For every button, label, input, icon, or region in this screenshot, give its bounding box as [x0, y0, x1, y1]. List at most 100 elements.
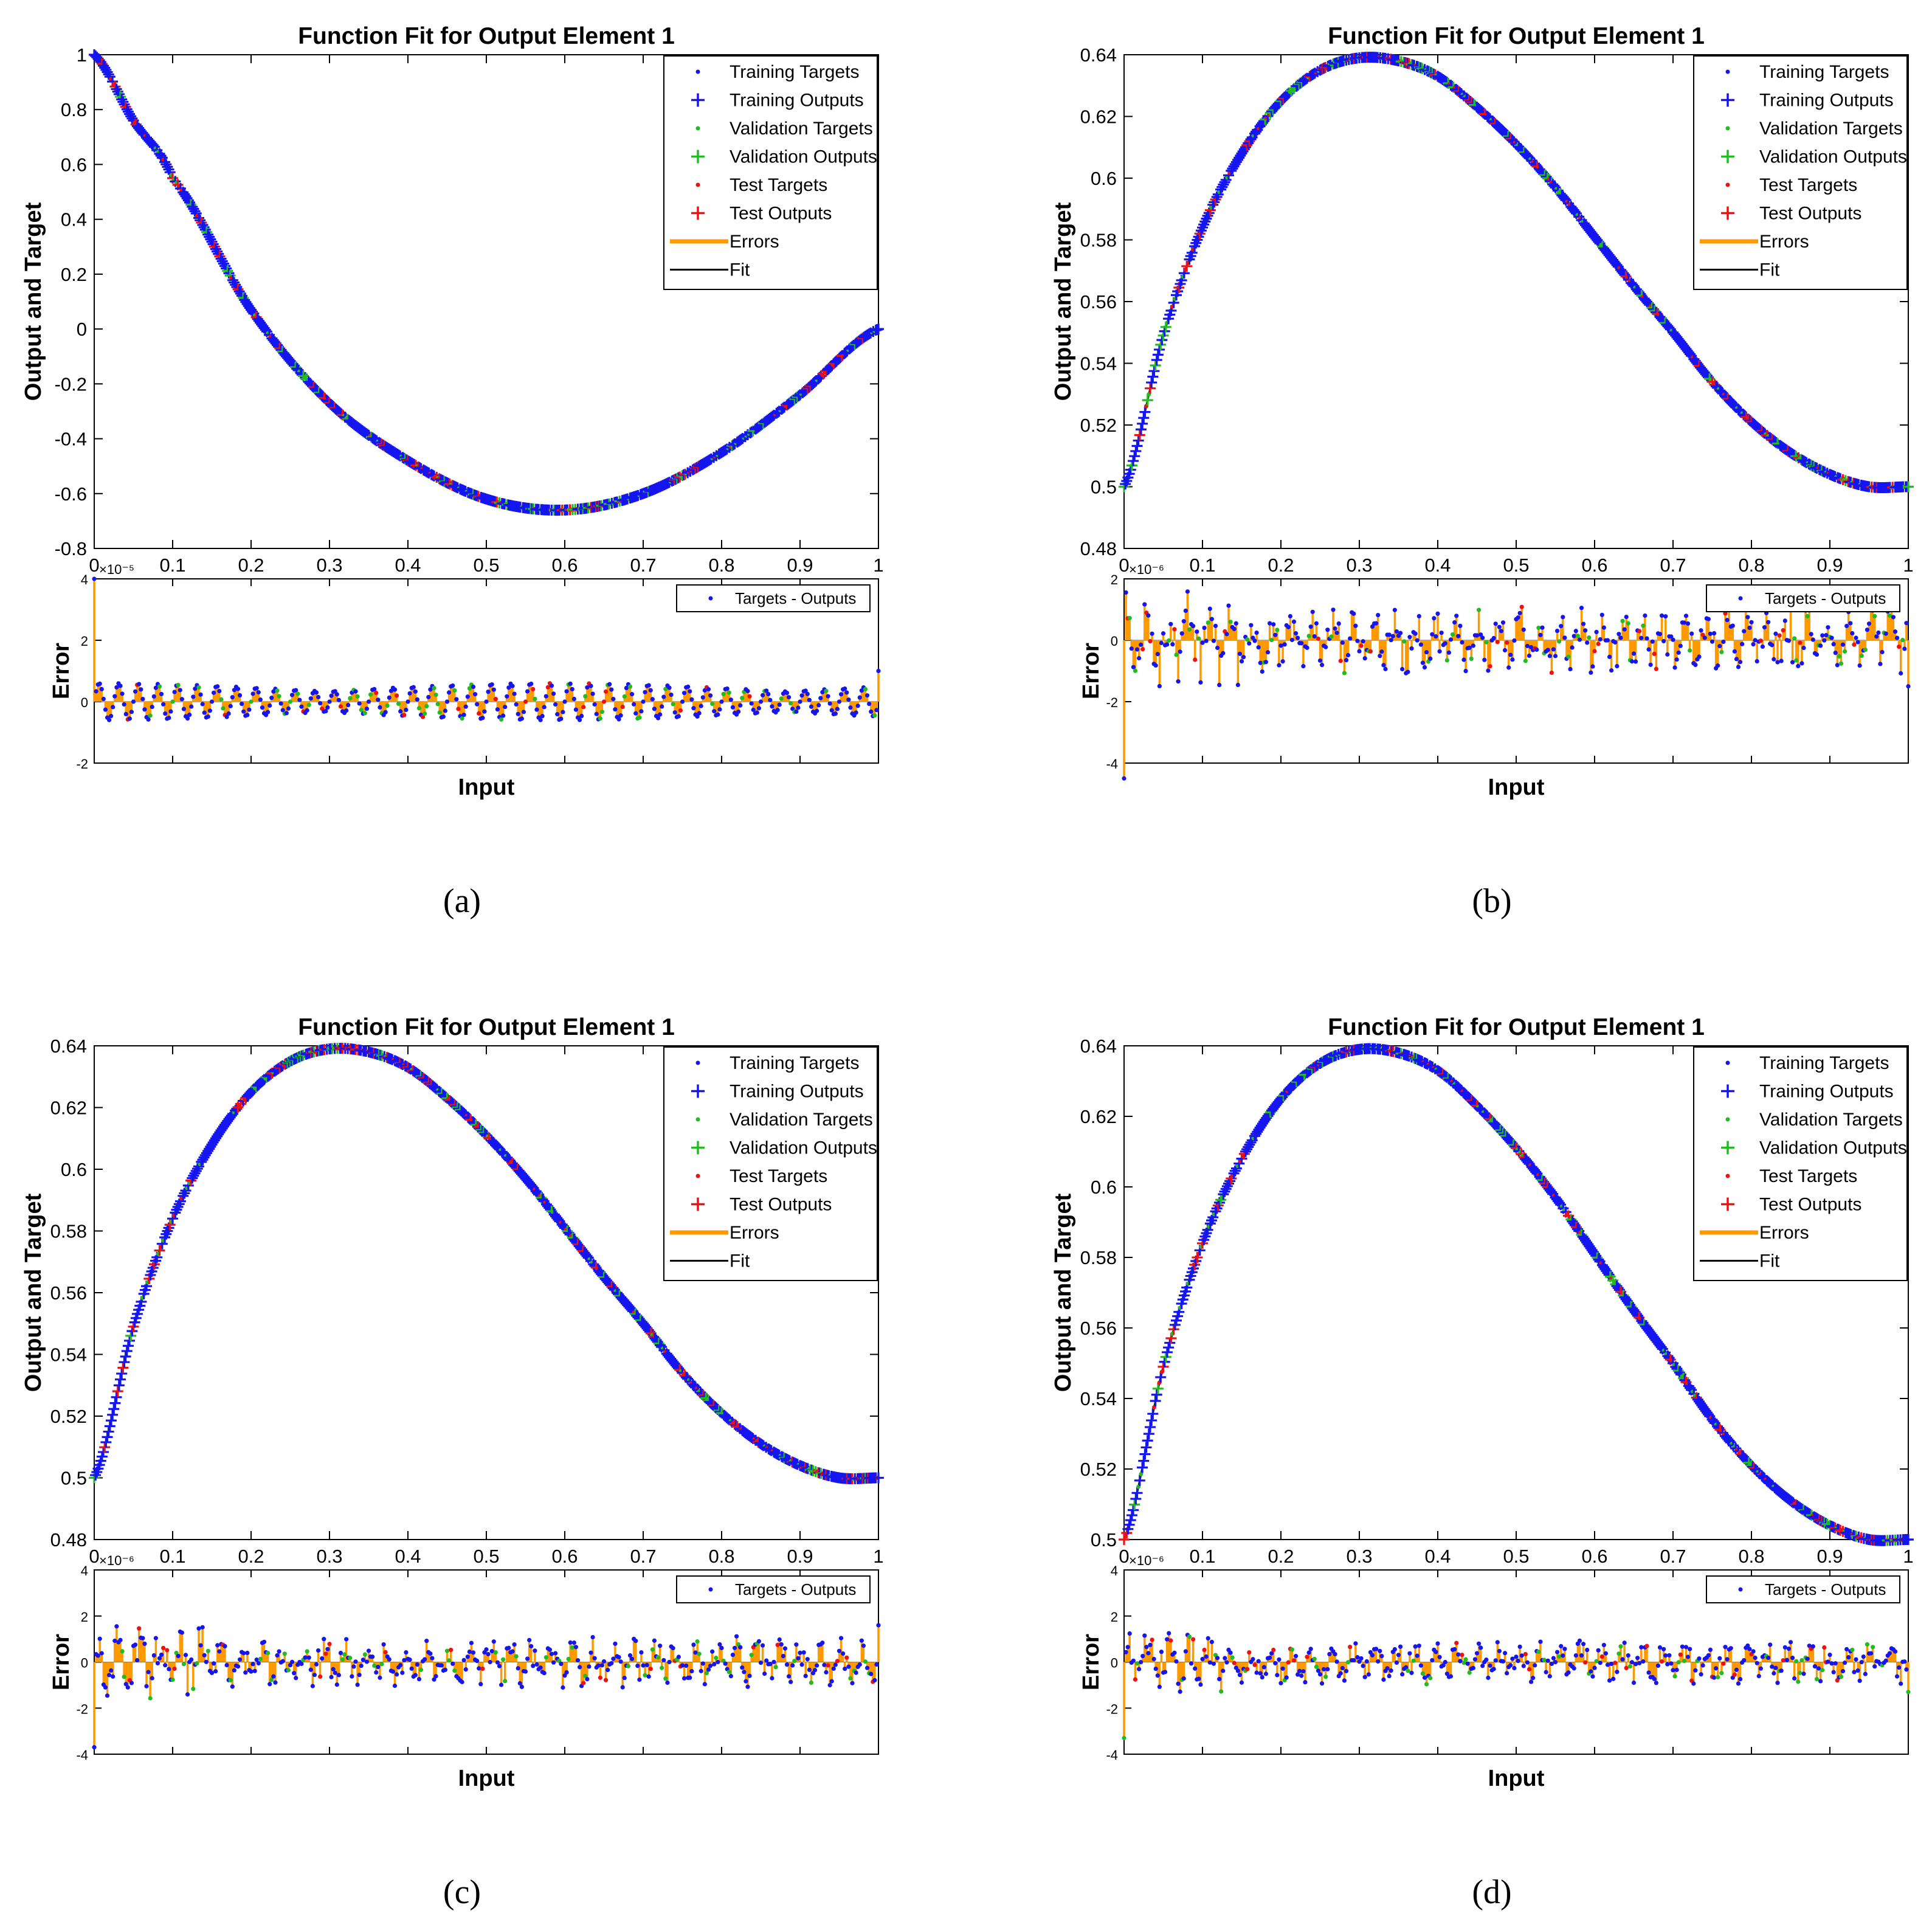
x-tick-label: 0.1 [1189, 555, 1215, 576]
error-point [1338, 659, 1343, 663]
error-point [1790, 1655, 1795, 1661]
error-point [475, 702, 480, 707]
error-point [150, 705, 154, 710]
error-point [1493, 621, 1498, 626]
error-point [1831, 641, 1836, 647]
error-point [1866, 621, 1872, 626]
error-point [493, 1650, 498, 1655]
error-point [1474, 1651, 1480, 1656]
error-point [635, 1664, 640, 1668]
error-point [273, 1680, 278, 1685]
error-point [1312, 634, 1317, 639]
error-point [329, 693, 334, 698]
error-point [376, 697, 381, 702]
error-point [790, 1663, 795, 1668]
error-point [366, 699, 371, 704]
training-output-point [833, 353, 845, 364]
error-point [1592, 1665, 1597, 1670]
error-point [1239, 659, 1244, 664]
error-point [523, 1669, 528, 1674]
training-output-point [1137, 418, 1148, 429]
error-point [585, 1676, 590, 1682]
error-point [1219, 1689, 1224, 1694]
error-point [1131, 1658, 1136, 1663]
validation-output-point [1142, 395, 1153, 406]
error-point [1637, 1661, 1642, 1665]
error-point [1127, 1631, 1132, 1636]
error-point [1661, 638, 1666, 644]
error-point [157, 684, 162, 689]
error-point [533, 696, 537, 702]
error-point [383, 710, 388, 714]
error-point [686, 684, 691, 690]
training-output-point [839, 348, 850, 359]
error-point [327, 1642, 332, 1647]
error-point [299, 704, 304, 709]
error-y-tick-label: -2 [76, 756, 88, 772]
error-point [217, 1649, 222, 1654]
error-point [235, 1664, 241, 1669]
error-point [467, 686, 472, 691]
error-point [1512, 1665, 1517, 1671]
error-point [1277, 1657, 1282, 1662]
error-point [207, 708, 213, 713]
error-point [1902, 646, 1907, 651]
error-point [1579, 606, 1584, 610]
error-point [1299, 641, 1304, 646]
error-point [122, 1675, 126, 1679]
error-point [1688, 648, 1692, 653]
training-output-point [1151, 1389, 1162, 1400]
error-point [1165, 642, 1170, 647]
legend-test-outputs-label: Test Outputs [1759, 204, 1861, 224]
error-point [378, 1675, 382, 1680]
error-point [226, 711, 231, 716]
error-point [794, 709, 799, 714]
error-point [646, 683, 651, 688]
error-point [1385, 1666, 1390, 1671]
training-output-point [112, 86, 123, 97]
error-point [1801, 645, 1806, 651]
error-point [1198, 680, 1203, 685]
error-point [1433, 1650, 1438, 1654]
error-point [575, 1658, 581, 1663]
training-output-point [1133, 435, 1144, 446]
error-point [1850, 1647, 1855, 1653]
error-point [681, 1676, 687, 1681]
error-point [215, 684, 220, 689]
error-point [277, 694, 281, 699]
error-point [148, 1696, 153, 1701]
validation-output-point [1150, 359, 1161, 371]
error-point [1519, 1653, 1524, 1658]
error-point [310, 1684, 315, 1689]
error-point [588, 1650, 593, 1655]
error-point [1280, 1666, 1285, 1671]
error-point [1314, 1664, 1319, 1669]
error-point [760, 693, 765, 697]
y-tick-label: 0.6 [1091, 168, 1117, 189]
error-point [549, 1651, 554, 1656]
error-point [306, 1655, 311, 1660]
error-point [1626, 1653, 1630, 1658]
error-point [824, 688, 829, 693]
error-point [571, 696, 576, 702]
error-point [570, 1645, 574, 1650]
error-point [1810, 1644, 1815, 1649]
error-point [678, 708, 683, 713]
error-point [1398, 1644, 1403, 1649]
error-point [510, 1649, 515, 1654]
error-point [1620, 618, 1625, 623]
error-point [1263, 1671, 1269, 1676]
error-point [658, 1644, 663, 1648]
error-point [1123, 590, 1128, 595]
error-point [1428, 1676, 1433, 1681]
error-point [1880, 649, 1885, 655]
error-point [1613, 1661, 1618, 1665]
error-point [1258, 660, 1263, 665]
training-output-point [212, 246, 223, 257]
x-tick-label: 0.3 [1346, 1546, 1372, 1567]
error-point [1685, 1654, 1691, 1659]
error-point [1409, 1670, 1414, 1675]
legend-training-targets-swatch [1725, 1060, 1730, 1065]
error-point [1559, 1644, 1564, 1648]
error-point [402, 713, 407, 717]
